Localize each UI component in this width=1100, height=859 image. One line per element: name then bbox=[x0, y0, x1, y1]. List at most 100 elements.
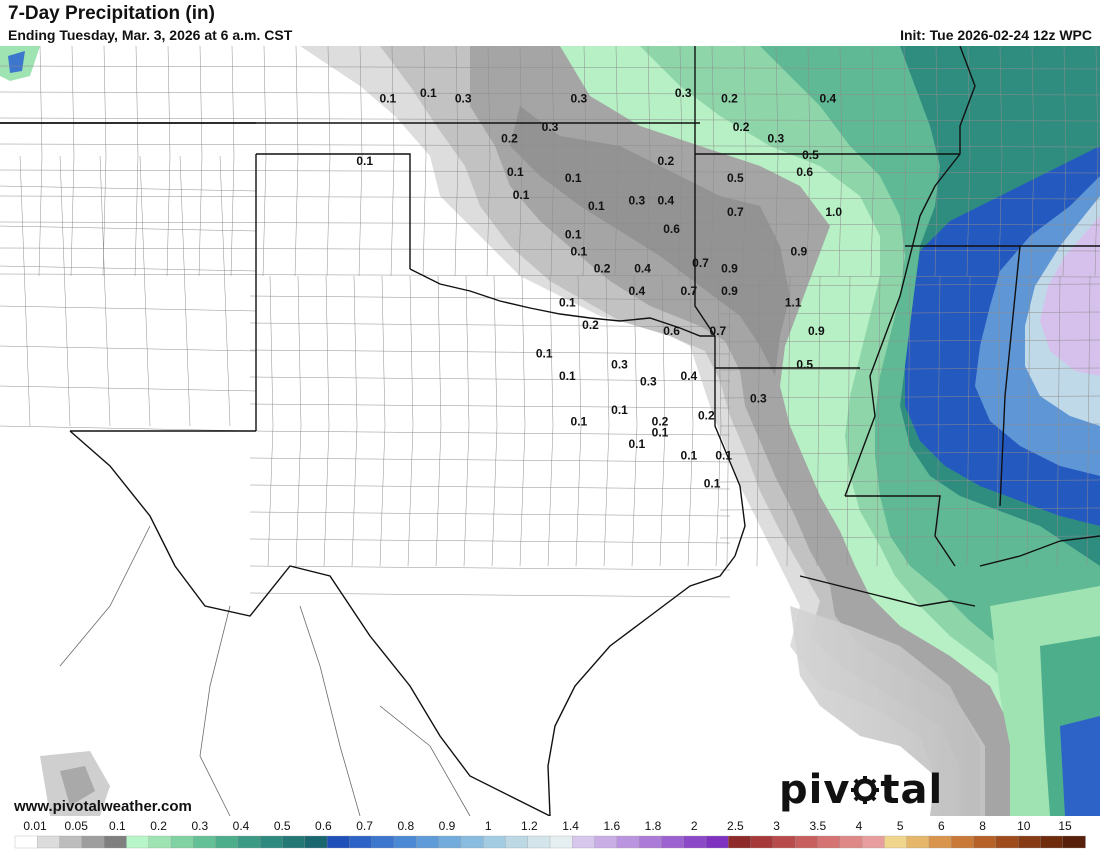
county-line bbox=[719, 423, 1100, 427]
legend-tick-label: 1.4 bbox=[562, 819, 579, 833]
precipitation-map[interactable]: 0.1 0.1 0.3 0.3 0.3 0.2 0.4 0.3 0.2 0.3 0.2 0.5 0.1 0… bbox=[0, 46, 1100, 816]
county-line bbox=[719, 311, 1100, 315]
oklahoma-panhandle bbox=[256, 153, 411, 269]
precip-value-label: 0.4 bbox=[628, 284, 645, 298]
county-line bbox=[996, 275, 1001, 567]
precip-value-label: 0.9 bbox=[791, 245, 808, 259]
precip-value-label: 0.1 bbox=[559, 295, 576, 309]
legend-tick-label: 0.9 bbox=[439, 819, 456, 833]
legend-tick-label: 3 bbox=[773, 819, 780, 833]
legend-swatch bbox=[549, 835, 573, 849]
legend-swatch bbox=[1017, 835, 1042, 849]
legend-color-bar bbox=[14, 835, 1086, 849]
county-line bbox=[99, 155, 111, 427]
county-line bbox=[550, 46, 555, 277]
color-legend: 0.01 0.05 0.1 0.2 0.3 0.4 0.5 0.6 0.7 0.8 0.9 1 1.2 1… bbox=[0, 816, 1100, 850]
legend-swatch bbox=[104, 835, 128, 849]
county-line bbox=[249, 484, 731, 490]
legend-swatch bbox=[1040, 835, 1064, 849]
precip-value-label: 1.1 bbox=[785, 295, 802, 309]
precip-value-label: 0.1 bbox=[380, 92, 397, 106]
county-line bbox=[351, 275, 358, 567]
legend-tick-label: 1.6 bbox=[603, 819, 620, 833]
legend-swatch bbox=[661, 835, 685, 849]
county-line bbox=[816, 275, 821, 567]
precip-value-label: 0.7 bbox=[710, 324, 727, 338]
county-line bbox=[0, 345, 257, 352]
precip-value-label: 0.5 bbox=[802, 148, 819, 162]
county-line bbox=[687, 275, 694, 567]
legend-tick-label: 4 bbox=[856, 819, 863, 833]
legend-swatch bbox=[973, 835, 997, 849]
legend-tick-label: 8 bbox=[979, 819, 986, 833]
legend-swatch bbox=[482, 835, 507, 849]
website-credit: www.pivotalweather.com bbox=[14, 798, 192, 815]
county-line bbox=[0, 425, 257, 432]
precip-value-label: 0.1 bbox=[559, 369, 576, 383]
precip-value-label: 0.4 bbox=[634, 262, 651, 276]
county-line bbox=[0, 169, 1100, 174]
precip-value-label: 0.1 bbox=[571, 414, 588, 428]
legend-swatch bbox=[572, 835, 596, 849]
legend-tick-label: 1.8 bbox=[645, 819, 662, 833]
precip-value-label: 0.1 bbox=[565, 228, 582, 242]
county-line bbox=[326, 46, 331, 277]
county-line bbox=[876, 275, 881, 567]
county-line bbox=[179, 155, 191, 427]
precip-value-label: 0.7 bbox=[727, 205, 744, 219]
legend-swatch bbox=[705, 835, 729, 849]
legend-swatch bbox=[282, 835, 306, 849]
gulf-coast-east bbox=[979, 535, 1100, 567]
legend-tick-label: 0.5 bbox=[274, 819, 291, 833]
precip-value-label: 0.1 bbox=[420, 86, 437, 100]
county-line bbox=[0, 221, 1100, 226]
county-line bbox=[0, 225, 257, 232]
precip-value-labels: 0.1 0.1 0.3 0.3 0.3 0.2 0.40.3 0.20.30.20.50.1 0… bbox=[356, 86, 842, 491]
legend-tick-label: 1 bbox=[485, 819, 492, 833]
legend-swatch bbox=[951, 835, 975, 849]
legend-tick-label: 0.1 bbox=[109, 819, 126, 833]
precip-value-label: 0.1 bbox=[571, 245, 588, 259]
legend-swatch bbox=[326, 835, 351, 849]
precip-value-label: 0.1 bbox=[704, 477, 721, 491]
county-line bbox=[719, 395, 1100, 399]
precip-value-label: 0.2 bbox=[698, 409, 715, 423]
county-line bbox=[358, 46, 363, 277]
oklahoma-east bbox=[694, 46, 716, 337]
legend-swatch bbox=[928, 835, 952, 849]
county-line bbox=[491, 275, 498, 567]
county-line bbox=[726, 275, 731, 567]
legend-swatch bbox=[505, 835, 529, 849]
legend-swatch bbox=[639, 835, 663, 849]
county-line bbox=[998, 46, 1003, 277]
county-line bbox=[0, 305, 257, 312]
legend-tick-label: 15 bbox=[1058, 819, 1072, 833]
county-line bbox=[719, 479, 1100, 483]
county-line bbox=[756, 275, 761, 567]
mexico-state-line bbox=[379, 705, 471, 816]
precip-value-label: 0.2 bbox=[652, 414, 669, 428]
precip-value-label: 0.1 bbox=[507, 165, 524, 179]
county-line bbox=[249, 376, 731, 382]
precip-value-label: 0.1 bbox=[628, 437, 645, 451]
legend-swatch bbox=[416, 835, 440, 849]
precip-value-label: 0.1 bbox=[513, 188, 530, 202]
legend-swatch bbox=[861, 835, 886, 849]
precip-value-label: 0.3 bbox=[628, 194, 645, 208]
legend-tick-label: 0.6 bbox=[315, 819, 332, 833]
precip-value-label: 0.1 bbox=[565, 171, 582, 185]
mexico-state-line bbox=[59, 525, 151, 667]
precip-value-label: 0.2 bbox=[721, 92, 738, 106]
county-line bbox=[134, 46, 139, 277]
precip-value-label: 0.3 bbox=[750, 392, 767, 406]
legend-swatch bbox=[237, 835, 261, 849]
gear-icon bbox=[850, 769, 880, 804]
precip-value-label: 0.2 bbox=[657, 154, 674, 168]
legend-swatch bbox=[371, 835, 395, 849]
county-line bbox=[719, 283, 1100, 287]
texas-coast bbox=[547, 555, 736, 816]
legend-tick-labels: 0.01 0.05 0.1 0.2 0.3 0.4 0.5 0.6 0.7 0.8 0.9 1 1.2 1… bbox=[23, 819, 1072, 833]
county-line bbox=[966, 275, 971, 567]
legend-tick-label: 1.2 bbox=[521, 819, 538, 833]
precip-value-label: 0.5 bbox=[727, 171, 744, 185]
